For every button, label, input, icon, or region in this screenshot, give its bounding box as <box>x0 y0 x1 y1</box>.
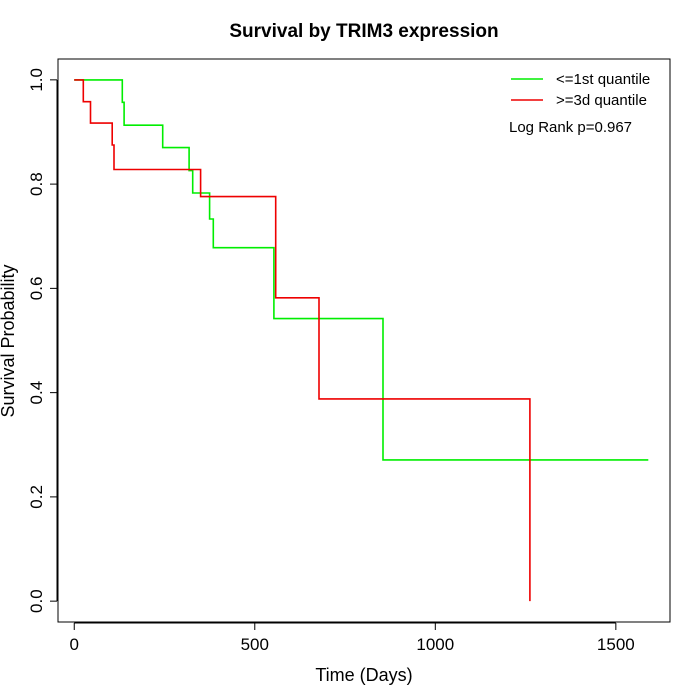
x-tick-label: 0 <box>70 635 79 654</box>
y-tick-label: 0.4 <box>27 381 46 405</box>
legend-label: <=1st quantile <box>556 71 650 88</box>
y-tick-label: 0.2 <box>27 485 46 509</box>
survival-curve-2 <box>74 79 531 602</box>
x-axis-label: Time (Days) <box>315 665 412 685</box>
survival-curves <box>74 79 649 602</box>
y-axis-label: Survival Probability <box>0 264 18 417</box>
log-rank-annotation: Log Rank p=0.967 <box>509 119 632 136</box>
chart-title: Survival by TRIM3 expression <box>229 21 498 42</box>
x-tick-label: 500 <box>241 635 269 654</box>
x-axis: 0 500 1000 1500 <box>70 622 635 654</box>
survival-curve-1 <box>74 79 649 461</box>
legend: <=1st quantile >=3d quantile <box>511 71 650 109</box>
y-tick-label: 0.0 <box>27 589 46 613</box>
y-tick-label: 1.0 <box>27 68 46 92</box>
x-tick-label: 1000 <box>416 635 454 654</box>
legend-label: >=3d quantile <box>556 92 647 109</box>
y-tick-label: 0.8 <box>27 172 46 196</box>
y-tick-label: 0.6 <box>27 277 46 301</box>
y-axis: 0.0 0.2 0.4 0.6 0.8 1.0 <box>27 68 58 613</box>
plot-area-border <box>57 58 671 623</box>
x-tick-label: 1500 <box>597 635 635 654</box>
